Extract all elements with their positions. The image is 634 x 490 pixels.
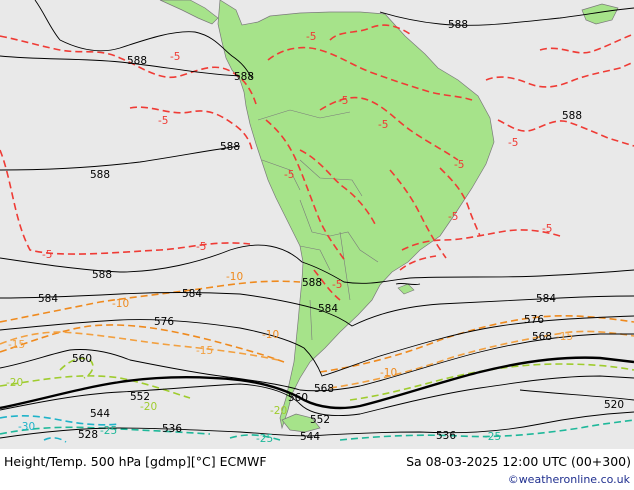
height-label: 584: [536, 293, 556, 305]
height-label: 568: [314, 383, 334, 395]
height-label: 528: [78, 429, 98, 441]
falkland-islands: [397, 283, 415, 295]
height-label: 588: [90, 169, 110, 181]
temp-labels-minus20: -20 -20 -20: [6, 377, 287, 417]
temp-label: -5: [196, 241, 206, 253]
height-label: 576: [154, 316, 174, 328]
valid-time: Sa 08-03-2025 12:00 UTC (00+300): [406, 454, 631, 469]
temp-labels-minus10: -10 -10 -10 -10: [112, 271, 397, 379]
height-labels: 588 588 588 588 588 588 588 588 584 584 …: [38, 19, 624, 443]
temp-label: -5: [284, 169, 294, 181]
temp-label: -20: [270, 405, 287, 417]
temp-label: -15: [556, 331, 573, 343]
height-label: 588: [562, 110, 582, 122]
temp-label: -5: [332, 279, 342, 291]
height-contours: [0, 0, 634, 439]
tierra-del-fuego: [281, 413, 321, 433]
map-footer: Height/Temp. 500 hPa [gdmp][°C] ECMWF Sa…: [0, 449, 634, 490]
temp-label: -5: [378, 119, 388, 131]
height-label: 544: [300, 431, 320, 443]
height-label: 552: [310, 414, 330, 426]
temp-label: -20: [6, 377, 23, 389]
height-label: 588: [220, 141, 240, 153]
temp-label: -15: [196, 345, 213, 357]
temp-label: -30: [18, 421, 35, 433]
temp-label: -5: [338, 95, 348, 107]
temp-labels-minus5: -5 -5 -5 -5 -5 -5 -5 -5 -5 -5 -5 -5 -5: [42, 31, 552, 291]
height-label: 568: [532, 331, 552, 343]
height-label: 576: [524, 314, 544, 326]
weather-map: 588 588 588 588 588 588 588 588 584 584 …: [0, 0, 634, 449]
central-america-landmass: [159, 0, 219, 25]
south-america-landmass: [217, 0, 495, 430]
temp-contours-minus5: [0, 24, 634, 301]
height-label: 536: [162, 423, 182, 435]
temp-label: -10: [380, 367, 397, 379]
height-label: 588: [92, 269, 112, 281]
height-label: 536: [436, 430, 456, 442]
height-label: 552: [130, 391, 150, 403]
temp-labels-minus25: -25 -25 -25: [100, 425, 501, 445]
height-label: 544: [90, 408, 110, 420]
temp-label: -5: [42, 249, 52, 261]
height-label: 584: [318, 303, 338, 315]
temp-label: -10: [262, 329, 279, 341]
temp-labels-minus30: -30: [18, 421, 35, 433]
temp-label: -5: [448, 211, 458, 223]
temp-labels-minus15: -15 -15 -15: [8, 331, 573, 357]
credit-link[interactable]: ©weatheronline.co.uk: [507, 473, 630, 486]
height-contour-552: [0, 356, 634, 410]
temp-contours-minus30: [0, 415, 121, 443]
temp-label: -5: [542, 223, 552, 235]
temp-label: -5: [508, 137, 518, 149]
temp-contours-minus10: [0, 280, 634, 373]
temp-label: -5: [306, 31, 316, 43]
height-label: 584: [182, 288, 202, 300]
height-label: 520: [604, 399, 624, 411]
height-label: 560: [72, 353, 92, 365]
temp-label: -25: [100, 425, 117, 437]
temp-label: -25: [484, 431, 501, 443]
height-label: 560: [288, 392, 308, 404]
height-label: 588: [234, 71, 254, 83]
temp-label: -10: [226, 271, 243, 283]
temp-label: -10: [112, 298, 129, 310]
temp-label: -20: [140, 401, 157, 413]
temp-label: -5: [454, 159, 464, 171]
temp-label: -25: [256, 433, 273, 445]
height-label: 584: [38, 293, 58, 305]
country-borders: [257, 109, 379, 341]
temp-label: -15: [8, 339, 25, 351]
height-label: 588: [127, 55, 147, 67]
map-title: Height/Temp. 500 hPa [gdmp][°C] ECMWF: [4, 454, 267, 469]
caribbean-island: [581, 3, 619, 25]
temp-label: -5: [170, 51, 180, 63]
temp-contours-minus15: [0, 330, 634, 389]
height-label: 588: [302, 277, 322, 289]
temp-label: -5: [158, 115, 168, 127]
height-label: 588: [448, 19, 468, 31]
